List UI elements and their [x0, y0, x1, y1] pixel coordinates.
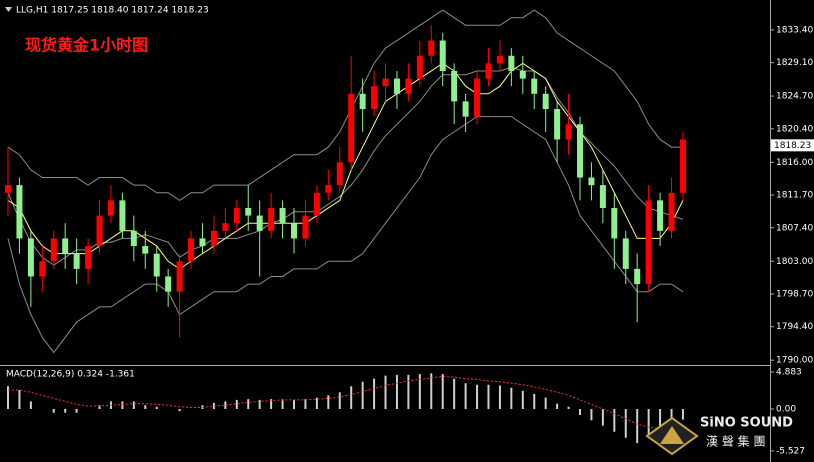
y-tick-label: 1833.40	[776, 25, 813, 35]
candle-body	[657, 200, 664, 231]
candle-body	[622, 238, 629, 269]
candle-body	[302, 215, 309, 239]
y-tick-label: 1820.40	[776, 124, 813, 134]
y-tick-label: 1824.70	[776, 92, 813, 102]
candle-body	[222, 223, 229, 231]
candle-body	[599, 185, 606, 208]
candle-body	[50, 238, 57, 262]
candle-body	[679, 139, 686, 193]
candle-body	[39, 261, 46, 277]
line	[7, 66, 684, 266]
candle-body	[16, 185, 23, 239]
candle-body	[268, 207, 275, 231]
line	[7, 9, 683, 201]
candle-body	[348, 93, 355, 163]
candle-body	[62, 238, 69, 254]
candle-body	[142, 246, 149, 254]
line	[7, 62, 684, 270]
candle-body	[451, 70, 458, 102]
candle-body	[588, 177, 595, 186]
candle-body	[405, 78, 412, 94]
candle-body	[27, 238, 34, 277]
candle-body	[371, 86, 378, 110]
candle-body	[188, 238, 195, 262]
candle-body	[256, 215, 263, 231]
chart-header: LLG,H1 1817.25 1818.40 1817.24 1818.23	[16, 6, 209, 16]
line	[8, 375, 684, 430]
candle-body	[119, 200, 126, 231]
candle-body	[165, 276, 172, 292]
macd-title: MACD(12,26,9) 0.324 -1.361	[6, 370, 135, 380]
candle-body	[428, 40, 435, 56]
y-tick-label: 1811.70	[776, 191, 813, 201]
line	[7, 116, 684, 354]
candle-body	[153, 253, 160, 277]
candle-body	[325, 185, 332, 193]
y-tick-label: -5.527	[776, 446, 805, 456]
candle-body	[176, 261, 183, 292]
candle-body	[382, 78, 389, 87]
candle-body	[531, 78, 538, 94]
candle-body	[496, 55, 503, 64]
candle-body	[462, 101, 469, 117]
candle-body	[96, 215, 103, 247]
candle-body	[439, 40, 446, 71]
chart-title: 现货黄金1小时图	[25, 36, 148, 55]
candle-body	[508, 55, 515, 71]
last-price-label: 1818.23	[774, 141, 811, 151]
candle-body	[5, 185, 11, 193]
candle-body	[313, 192, 320, 216]
candle-body	[107, 200, 114, 216]
y-tick-label: 1798.70	[776, 289, 813, 299]
candle-body	[233, 207, 240, 224]
watermark-chinese: 漢 聲 集 團	[706, 434, 765, 449]
candle-body	[634, 268, 641, 285]
candle-body	[279, 207, 286, 224]
y-tick-label: 1807.40	[776, 223, 813, 233]
y-tick-label: 1816.00	[776, 158, 813, 168]
candle-body	[611, 207, 618, 239]
candle-body	[565, 124, 572, 140]
candle-body	[519, 70, 526, 79]
candle-body	[336, 162, 343, 186]
candle-body	[668, 192, 675, 231]
watermark-brand: SiNO SOUND	[700, 416, 793, 431]
y-tick-label: 1790.00	[776, 356, 813, 366]
candle-body	[245, 207, 252, 216]
candle-body	[416, 55, 423, 79]
candle-body	[554, 109, 561, 140]
candle-body	[359, 93, 366, 110]
candle-body	[199, 238, 206, 247]
candle-body	[73, 253, 80, 269]
y-tick-label: 1794.40	[776, 322, 813, 332]
watermark: SiNO SOUND 漢 聲 集 團	[645, 416, 793, 456]
last-price-box	[771, 139, 814, 152]
candle-body	[393, 78, 400, 94]
candle-body	[542, 93, 549, 110]
candle-body	[474, 78, 481, 117]
candle-body	[85, 246, 92, 269]
y-tick-label: 1803.00	[776, 257, 813, 267]
candle-body	[485, 63, 492, 79]
candle-body	[577, 124, 583, 178]
candle-body	[645, 200, 652, 285]
y-tick-label: 4.883	[776, 367, 802, 377]
logo-mark	[660, 426, 684, 444]
candle-body	[130, 230, 137, 247]
y-tick-label: 1829.10	[776, 58, 813, 68]
menu-arrow	[5, 7, 12, 12]
candle-body	[291, 223, 297, 239]
candle-body	[210, 230, 217, 247]
y-tick-label: 0.00	[776, 404, 796, 414]
